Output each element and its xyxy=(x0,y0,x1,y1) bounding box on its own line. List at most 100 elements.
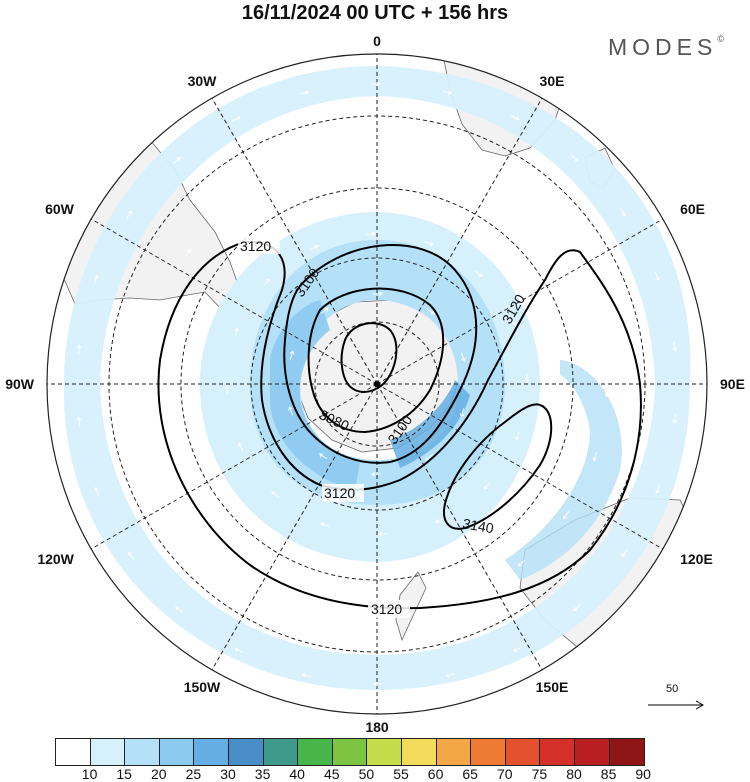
longitude-label-lon-180: 180 xyxy=(365,719,389,735)
wind-arrow xyxy=(151,435,157,446)
contour-3080 xyxy=(307,287,445,434)
wind-arrow xyxy=(474,270,483,278)
colorbar-swatch xyxy=(471,739,506,765)
wind-arrow xyxy=(475,175,485,182)
wind-arrow xyxy=(234,647,244,653)
south-pole-marker xyxy=(374,381,380,387)
wind-arrow xyxy=(459,408,465,418)
wind-arrow xyxy=(309,244,319,251)
contour-3060 xyxy=(340,322,398,393)
height-contours xyxy=(157,240,642,610)
longitude-label-lon-150e: 150E xyxy=(536,679,569,695)
colorbar-swatch xyxy=(298,739,333,765)
wind-arrow xyxy=(301,672,312,678)
colorbar-tick-label: 90 xyxy=(635,766,651,782)
longitude-label-lon-120w: 120W xyxy=(37,551,74,567)
colorbar-tick-label: 80 xyxy=(566,766,582,782)
colorbar-swatch xyxy=(159,739,195,765)
wind-arrow xyxy=(654,271,660,282)
colorbar-swatch xyxy=(194,739,229,765)
wind-arrow xyxy=(377,531,388,537)
colorbar-tick-label: 35 xyxy=(254,766,271,782)
wind-arrow xyxy=(571,262,578,272)
wind-arrow xyxy=(370,471,381,477)
logo-copyright: © xyxy=(717,34,724,44)
wind-arrow xyxy=(510,115,520,121)
wind-arrow xyxy=(570,155,579,162)
colorbar-swatch xyxy=(90,739,126,765)
wind-arrow xyxy=(93,274,99,284)
wind-arrow xyxy=(126,210,133,219)
colorbar-swatch xyxy=(401,739,437,765)
wind-arrow xyxy=(442,90,453,96)
contour-3140 xyxy=(443,403,553,530)
new-zealand-land xyxy=(395,571,427,642)
colorbar-tick-label: 75 xyxy=(531,766,548,782)
longitude-label-lon-120e: 120E xyxy=(680,551,713,567)
colorbar-tick-label: 70 xyxy=(497,766,513,782)
logo-text: MODES xyxy=(608,34,718,60)
wind-arrow xyxy=(94,486,100,497)
wind-arrow xyxy=(655,484,661,494)
colorbar-tick-label: 85 xyxy=(600,766,617,782)
colorbar-swatch xyxy=(436,739,472,765)
colorbar-swatch xyxy=(56,739,91,765)
wind-arrow xyxy=(269,586,279,593)
wind-arrow xyxy=(76,416,82,427)
wind-arrow xyxy=(425,454,434,461)
wind-arrow xyxy=(460,594,470,600)
wind-arrow xyxy=(176,496,183,506)
wind-arrow xyxy=(621,549,628,558)
wind-arrow xyxy=(563,511,570,520)
longitude-label-lon-30e: 30E xyxy=(540,73,565,89)
wind-arrow xyxy=(592,451,598,462)
wind-arrow xyxy=(424,241,434,246)
contour-label-3120-c: 3120 xyxy=(324,485,355,501)
wind-arrow xyxy=(597,322,603,333)
wind-arrow xyxy=(289,350,295,360)
wind-arrow xyxy=(127,551,135,560)
colorbar-swatch xyxy=(505,739,541,765)
wind-arrow xyxy=(445,673,455,678)
meridians xyxy=(47,54,707,714)
colorbar-tick-label: 25 xyxy=(185,766,202,782)
colorbar-tick-label: 20 xyxy=(151,766,167,782)
contour-label-3120-a: 3120 xyxy=(240,238,271,254)
wind-arrow xyxy=(460,352,466,362)
jet-core-30 xyxy=(390,380,470,468)
wind-arrow xyxy=(184,248,191,257)
wind-arrow xyxy=(234,327,239,337)
longitude-label-lon-30w: 30W xyxy=(188,73,218,89)
wind-arrow xyxy=(216,548,225,556)
colorbar-tick-label: 50 xyxy=(358,766,375,782)
wind-arrow xyxy=(228,201,237,209)
longitude-label-lon-0: 0 xyxy=(373,33,381,49)
meridian-line xyxy=(376,97,543,385)
wind-arrow xyxy=(144,370,150,381)
wind-arrow xyxy=(175,606,184,613)
wind-arrow xyxy=(320,522,330,527)
colorbar-tick-label: 60 xyxy=(427,766,444,782)
wind-arrow xyxy=(366,231,377,237)
wind-arrow xyxy=(510,316,517,326)
colorbar-swatch xyxy=(228,739,264,765)
colorbar-swatch xyxy=(574,739,610,765)
reference-vector-label: 50 xyxy=(666,683,679,695)
wind-arrow xyxy=(173,156,181,164)
contour-3100 xyxy=(283,244,478,464)
meridian-line xyxy=(376,218,664,385)
modes-logo: MODES© xyxy=(608,34,724,61)
wind-arrow xyxy=(224,384,230,395)
longitude-label-lon-60e: 60E xyxy=(680,201,705,217)
wind-arrow xyxy=(524,373,530,384)
wind-arrow xyxy=(373,291,384,297)
longitude-label-lon-90e: 90E xyxy=(720,376,745,392)
colorbar-swatch xyxy=(609,739,645,765)
colorbar xyxy=(55,738,646,766)
wind-speed-shading xyxy=(63,66,691,690)
colorbar-tick-label: 15 xyxy=(116,766,132,782)
colorbar-swatch xyxy=(367,739,402,765)
wind-arrow xyxy=(672,341,678,352)
wind-arrow xyxy=(517,559,526,567)
